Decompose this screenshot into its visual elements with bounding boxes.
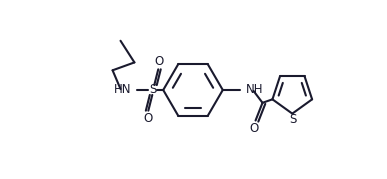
Text: HN: HN [114, 83, 132, 96]
Text: O: O [249, 122, 258, 135]
Text: S: S [289, 113, 296, 125]
Text: O: O [143, 112, 152, 125]
Text: NH: NH [246, 83, 264, 96]
Text: S: S [150, 83, 157, 96]
Text: O: O [154, 55, 163, 68]
